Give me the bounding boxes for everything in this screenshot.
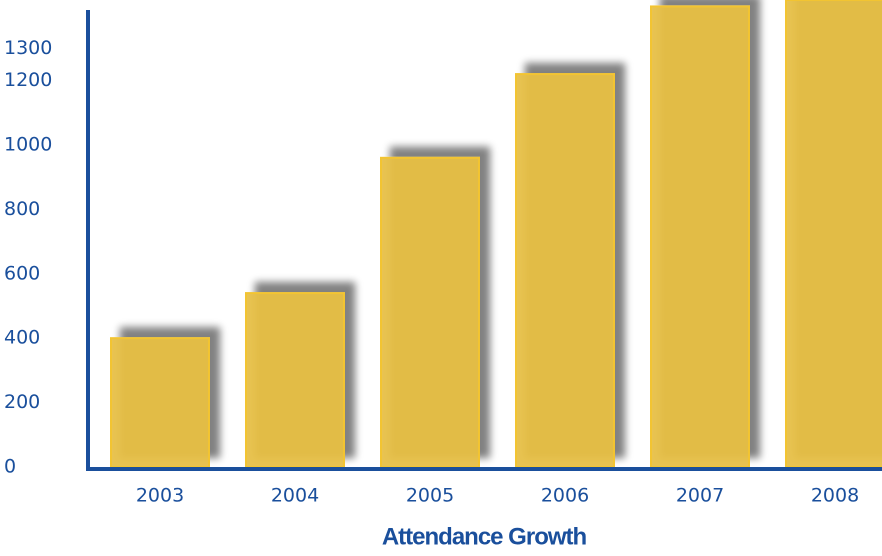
x-tick-label: 2005 — [406, 485, 454, 507]
bar — [651, 6, 749, 467]
bar — [246, 293, 344, 467]
y-tick-label: 1000 — [4, 133, 52, 155]
bar — [381, 158, 479, 467]
x-tick-label: 2003 — [136, 485, 184, 507]
x-tick-label: 2004 — [271, 485, 319, 507]
bar — [111, 338, 209, 467]
bar — [516, 74, 614, 467]
bar — [786, 0, 882, 467]
x-tick-label: 2007 — [676, 485, 724, 507]
y-tick-label: 1300 — [4, 37, 52, 59]
y-tick-label: 1200 — [4, 69, 52, 91]
y-tick-label: 200 — [4, 391, 40, 413]
x-tick-label: 2006 — [541, 485, 589, 507]
x-tick-label: 2008 — [811, 485, 859, 507]
y-tick-label: 600 — [4, 262, 40, 284]
chart-title: Attendance Growth — [382, 523, 587, 550]
chart: Attendance Growth 0 200 400 600 800 1000 1200 1… — [0, 0, 882, 556]
y-tick-label: 800 — [4, 198, 40, 220]
y-tick-label: 0 — [4, 456, 16, 478]
y-tick-label: 400 — [4, 327, 40, 349]
